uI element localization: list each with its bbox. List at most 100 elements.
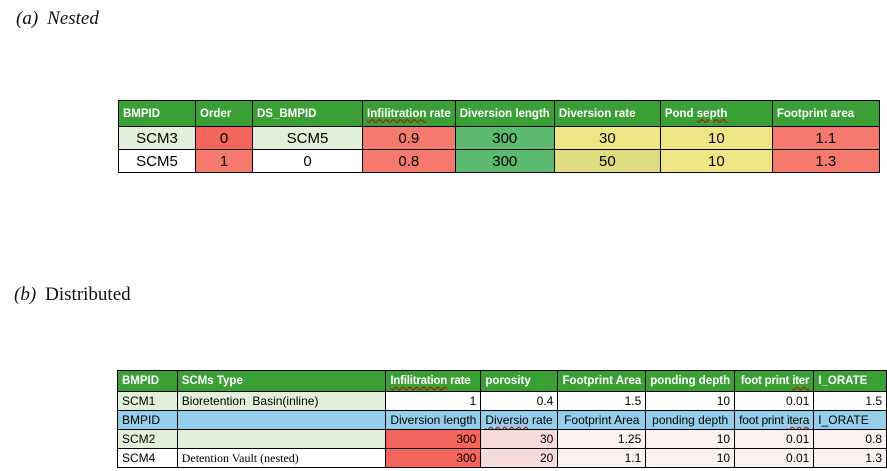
table-cell: I_ORATE (813, 410, 887, 430)
cell-text: 300 (492, 152, 518, 170)
cell-text: Pond (664, 107, 697, 120)
cell-text: 1.3 (815, 152, 837, 170)
cell-text: Diversion length (390, 413, 477, 427)
cell-text: 1.3 (865, 451, 882, 465)
cell-text: 1.1 (815, 129, 837, 147)
misspelled-text: Infilitration (367, 107, 427, 120)
cell-text: 0.01 (785, 432, 810, 446)
cell-text: SCM2 (122, 432, 156, 446)
cell-text: 0.8 (865, 432, 882, 446)
table-cell: 10 (645, 448, 736, 468)
table-cell: 10 (659, 126, 773, 150)
cell-text: ponding depth (652, 413, 729, 427)
cell-text: 0.01 (785, 451, 810, 465)
misspelled-text: Infilitration (390, 375, 448, 387)
table-cell: SCM4 (117, 448, 178, 468)
table-cell: foot print itera (734, 410, 815, 430)
column-header: Footprint Area (557, 370, 647, 392)
table-row: SCM4 Detention Vault (nested) 300 20 1.1 10 0.… (117, 448, 887, 468)
table-cell: 50 (553, 149, 661, 173)
table-cell: 10 (645, 391, 736, 411)
table-row: SCM3 0 SCM5 0.9 300 30 10 1.1 (118, 126, 880, 150)
cell-text: rate (447, 375, 471, 387)
cell-text: rate (528, 413, 553, 427)
table-cell: SCM5 (252, 126, 363, 150)
header-row: BMPID SCMs Type Infilitration rate porosity… (117, 370, 887, 392)
table-row: BMPID Diversion length Diversio rate Footpr… (117, 410, 887, 430)
table-cell: Diversion length (385, 410, 482, 430)
misspelled-text: iter (792, 375, 810, 387)
cell-text: 0 (303, 152, 312, 170)
table-row: SCM1 Bioretention Basin(inline) 1 0.4 1.5 10 0… (117, 391, 887, 411)
table-cell: 300 (454, 126, 555, 150)
table-cell: 1.1 (771, 126, 880, 150)
column-header: ponding depth (645, 370, 736, 392)
column-header: Pond septh (659, 100, 773, 127)
table-cell: Detention Vault (nested) (176, 448, 387, 468)
table-cell: 300 (385, 429, 482, 449)
cell-text: 300 (456, 451, 477, 465)
table-row: SCM5 1 0 0.8 300 50 10 1.3 (118, 149, 880, 173)
cell-text: ponding depth (650, 375, 731, 387)
table-cell (176, 429, 387, 449)
cell-text: I_ORATE (818, 413, 869, 427)
misspelled-text: Diversio (485, 413, 529, 427)
cell-text: 1.5 (865, 394, 882, 408)
section-b-caption: (b) Distributed (14, 284, 131, 306)
cell-text: I_ORATE (818, 375, 868, 387)
section-a-label: (a) (16, 8, 39, 29)
cell-text: 10 (707, 129, 725, 147)
table-cell: 0 (252, 149, 363, 173)
table-cell: 1.1 (557, 448, 647, 468)
table-cell: 1.5 (813, 391, 887, 411)
table-cell: 30 (553, 126, 661, 150)
cell-text: BMPID (122, 375, 160, 387)
cell-text: Footprint Area (564, 413, 640, 427)
distributed-table: BMPID SCMs Type Infilitration rate porosity… (117, 370, 887, 468)
cell-text: BMPID (122, 413, 161, 427)
table-cell: 300 (454, 149, 555, 173)
cell-text: 50 (598, 152, 616, 170)
column-header: Footprint area (771, 100, 880, 127)
cell-text: 300 (456, 432, 477, 446)
column-header: DS_BMPID (252, 100, 363, 127)
cell-text: 0.01 (785, 394, 810, 408)
table-cell: Diversio rate (480, 410, 559, 430)
cell-text: 10 (707, 152, 725, 170)
table-row: SCM2 300 30 1.25 10 0.01 0.8 (117, 429, 887, 449)
cell-text: Diversion length (459, 107, 550, 120)
cell-text: porosity (485, 375, 531, 387)
table-cell: SCM1 (117, 391, 178, 411)
cell-text: SCM1 (122, 394, 156, 408)
cell-text: 1.25 (617, 432, 642, 446)
column-header: Infilitration rate (385, 370, 482, 392)
cell-text: SCM5 (136, 152, 178, 170)
cell-text: foot print (740, 375, 793, 387)
cell-text: Bioretention Basin(inline) (181, 394, 319, 408)
table-cell: 0.4 (480, 391, 559, 411)
cell-text: 10 (716, 394, 731, 408)
table-cell: 1.25 (557, 429, 647, 449)
cell-text: 0 (219, 129, 229, 147)
table-cell: 300 (385, 448, 482, 468)
column-header: Diversion length (454, 100, 555, 127)
cell-text: 1 (469, 394, 477, 408)
nested-table: BMPID Order DS_BMPID Infilitration rate Dive… (118, 100, 880, 173)
column-header: Order (195, 100, 253, 127)
header-row: BMPID Order DS_BMPID Infilitration rate Dive… (118, 100, 880, 127)
cell-text: Detention Vault (nested) (181, 450, 299, 465)
column-header: BMPID (117, 370, 178, 392)
cell-text: SCM3 (136, 129, 178, 147)
table-cell: BMPID (117, 410, 178, 430)
cell-text: 0.4 (536, 394, 554, 408)
column-header: BMPID (118, 100, 196, 127)
column-header: foot print iter (734, 370, 815, 392)
section-a-caption: (a) Nested (16, 8, 99, 30)
column-header: SCMs Type (176, 370, 387, 392)
column-header: Diversion rate (553, 100, 661, 127)
table-cell (176, 410, 387, 430)
table-cell: 0 (195, 126, 253, 150)
table-cell: 0.8 (813, 429, 887, 449)
misspelled-text: itera (786, 413, 810, 427)
cell-text: 20 (539, 451, 554, 465)
